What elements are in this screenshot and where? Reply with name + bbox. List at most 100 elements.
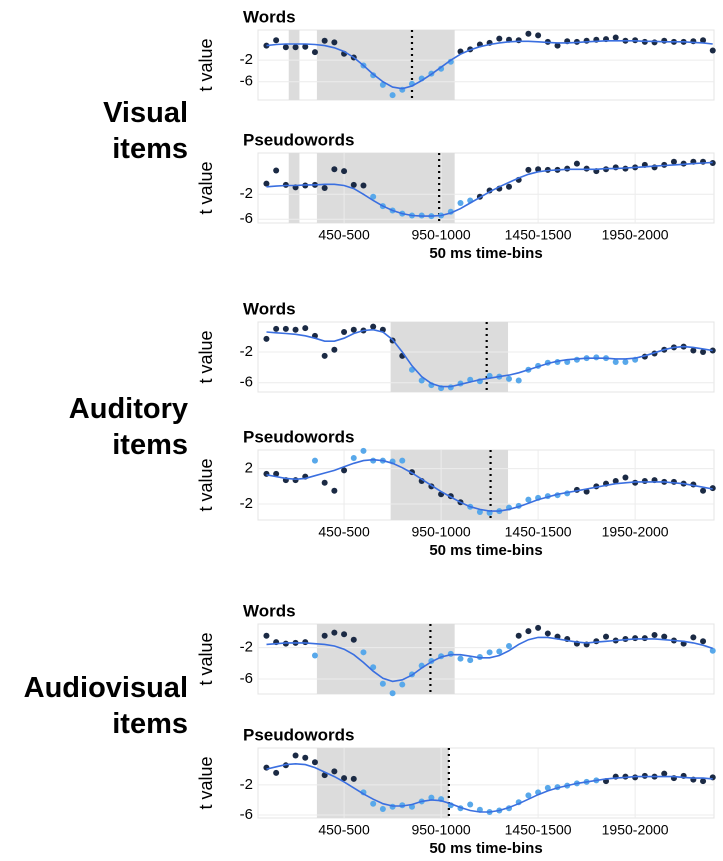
data-point <box>525 496 532 503</box>
data-point <box>525 30 532 37</box>
data-point <box>350 181 357 188</box>
data-point <box>263 42 270 49</box>
x-tick-label: 950-1000 <box>412 524 471 540</box>
panel-title: Pseudowords <box>243 427 354 446</box>
data-point <box>603 633 610 640</box>
data-point <box>379 680 386 687</box>
x-tick-label: 1950-2000 <box>602 524 669 540</box>
data-point <box>331 768 338 775</box>
data-point <box>709 160 716 166</box>
data-point <box>341 775 348 782</box>
data-point <box>535 624 542 631</box>
data-point <box>273 325 280 332</box>
data-point <box>350 775 357 782</box>
data-point <box>292 752 299 759</box>
data-point <box>341 329 348 335</box>
shaded-region <box>316 153 455 223</box>
data-point <box>467 801 474 808</box>
data-point <box>641 478 648 485</box>
group-label: Visual items <box>103 97 188 165</box>
data-point <box>360 649 367 656</box>
y-tick-label: -2 <box>240 495 253 512</box>
x-tick-label: 1450-1500 <box>505 227 572 243</box>
data-point <box>292 326 299 333</box>
data-point <box>341 168 348 175</box>
group-label: Auditory items <box>68 393 188 461</box>
y-tick-label: -6 <box>240 73 253 90</box>
data-point <box>612 359 619 365</box>
data-point <box>360 182 367 189</box>
x-tick-label: 1950-2000 <box>602 227 669 243</box>
data-point <box>263 632 270 639</box>
data-point <box>700 487 707 494</box>
data-point <box>457 200 464 206</box>
data-point <box>399 681 406 688</box>
data-point <box>690 634 697 641</box>
data-point <box>612 34 619 41</box>
panel-title: Words <box>243 7 296 26</box>
data-point <box>573 160 580 167</box>
data-point <box>379 805 386 812</box>
data-point <box>350 326 357 333</box>
data-point <box>370 323 377 330</box>
data-point <box>661 633 668 640</box>
fit-line <box>266 636 713 683</box>
data-point <box>506 375 513 382</box>
shaded-region <box>288 30 300 100</box>
data-point <box>496 648 503 655</box>
data-point <box>583 37 590 44</box>
panel-title: Words <box>243 299 296 318</box>
data-point <box>515 632 522 639</box>
data-point <box>302 43 309 50</box>
y-tick-label: -2 <box>240 185 253 202</box>
fit-line <box>266 40 713 90</box>
data-point <box>457 655 464 662</box>
y-axis-label: t value <box>196 458 216 511</box>
y-tick-label: -2 <box>240 51 253 68</box>
panel-title: Pseudowords <box>243 725 354 744</box>
data-point <box>709 347 716 354</box>
data-point <box>331 166 338 173</box>
group-label: Audiovisual items <box>23 672 188 740</box>
x-tick-label: 450-500 <box>318 822 370 838</box>
data-point <box>321 632 328 639</box>
data-point <box>370 193 377 200</box>
data-point <box>506 183 513 190</box>
data-point <box>525 166 532 173</box>
y-tick-label: -2 <box>240 343 253 360</box>
data-point <box>670 158 677 165</box>
data-point <box>389 92 396 99</box>
fit-line <box>266 328 713 388</box>
data-point <box>661 770 668 777</box>
data-point <box>418 377 425 384</box>
y-axis-label: t value <box>196 38 216 91</box>
data-point <box>506 643 513 650</box>
data-point <box>273 167 280 174</box>
x-tick-label: 1450-1500 <box>505 524 572 540</box>
panel-title: Words <box>243 601 296 620</box>
x-tick-label: 1950-2000 <box>602 822 669 838</box>
data-point <box>350 454 357 461</box>
data-point <box>700 778 707 785</box>
data-point <box>612 478 619 485</box>
data-point <box>651 632 658 639</box>
y-tick-label: -2 <box>240 776 253 793</box>
data-point <box>709 485 716 492</box>
fit-line <box>266 762 713 813</box>
shaded-region <box>390 322 509 392</box>
data-point <box>273 470 280 477</box>
y-axis-label: t value <box>196 632 216 685</box>
data-point <box>263 470 270 477</box>
data-point <box>311 457 318 464</box>
data-point <box>700 37 707 44</box>
data-point <box>331 39 338 46</box>
data-point <box>651 39 658 46</box>
data-point <box>321 37 328 44</box>
data-point <box>389 690 396 697</box>
data-point <box>700 349 707 355</box>
data-point <box>331 346 338 353</box>
y-tick-label: -6 <box>240 374 253 391</box>
data-point <box>515 37 522 44</box>
data-point <box>496 35 503 42</box>
